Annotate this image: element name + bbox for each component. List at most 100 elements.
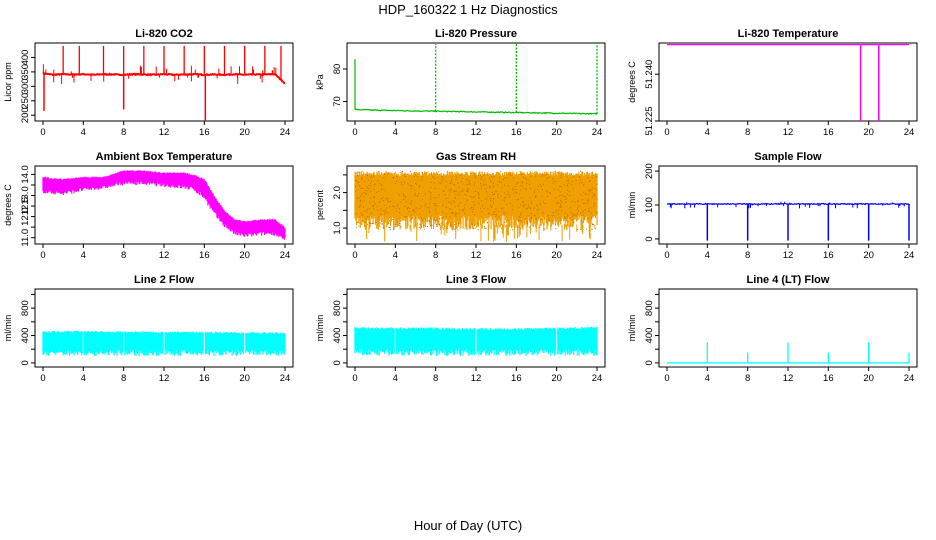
- x-tick-label: 24: [904, 373, 915, 384]
- y-tick-label: 11.0: [20, 229, 31, 247]
- series-line: [42, 71, 286, 85]
- x-tick-label: 8: [745, 127, 750, 138]
- x-tick-label: 8: [745, 373, 750, 384]
- y-tick-label: 0: [644, 236, 655, 241]
- chart-title: Li-820 CO2: [135, 28, 192, 40]
- x-tick-label: 4: [81, 250, 86, 261]
- x-tick-label: 16: [199, 373, 210, 384]
- chart-panel-9: Line 4 (LT) Flow 0 4 8 12 16 20 24 0 400 800 ml/min: [627, 274, 918, 384]
- x-tick-label: 20: [551, 127, 562, 138]
- chart-title: Line 2 Flow: [134, 274, 194, 286]
- x-tick-label: 8: [433, 373, 438, 384]
- x-tick-label: 4: [393, 250, 398, 261]
- y-tick-label: 0: [332, 360, 343, 365]
- x-tick-label: 12: [471, 127, 482, 138]
- x-tick-label: 20: [863, 127, 874, 138]
- y-tick-label: 400: [20, 328, 31, 344]
- y-axis-label: degrees C: [627, 61, 637, 103]
- y-axis-label: degrees C: [3, 184, 13, 226]
- y-tick-label: 12.0: [20, 207, 31, 226]
- y-tick-label: 800: [332, 300, 343, 316]
- y-tick-label: 350: [20, 64, 31, 80]
- x-tick-label: 4: [393, 373, 398, 384]
- x-tick-label: 20: [239, 373, 250, 384]
- x-tick-label: 16: [823, 127, 834, 138]
- x-tick-label: 12: [783, 127, 794, 138]
- x-tick-label: 0: [664, 127, 669, 138]
- x-tick-label: 0: [352, 127, 357, 138]
- x-tick-label: 24: [904, 250, 915, 261]
- x-tick-label: 8: [433, 250, 438, 261]
- chart-panel-8: Line 3 Flow 0 4 8 12 16 20 24 0 400 800 ml/min: [315, 274, 606, 384]
- x-tick-label: 20: [863, 250, 874, 261]
- x-tick-label: 20: [551, 250, 562, 261]
- x-tick-label: 12: [159, 250, 170, 261]
- x-tick-label: 12: [159, 373, 170, 384]
- x-axis-label: Hour of Day (UTC): [413, 518, 523, 533]
- x-tick-label: 12: [783, 373, 794, 384]
- chart-panel-4: Ambient Box Temperature 0 4 8 12 16 20 24 11.0 12…: [3, 151, 294, 261]
- y-tick-label: 70: [332, 96, 343, 107]
- series-dips: [364, 224, 596, 243]
- x-tick-label: 12: [471, 250, 482, 261]
- x-tick-label: 16: [823, 250, 834, 261]
- series-noise: [668, 201, 905, 209]
- chart-title: Ambient Box Temperature: [96, 151, 233, 163]
- x-tick-label: 16: [823, 373, 834, 384]
- y-tick-label: 80: [332, 64, 343, 75]
- x-tick-label: 8: [745, 250, 750, 261]
- y-tick-label: 800: [20, 300, 31, 316]
- x-tick-label: 24: [280, 127, 291, 138]
- x-tick-label: 20: [551, 373, 562, 384]
- x-tick-label: 4: [705, 373, 710, 384]
- x-tick-label: 20: [239, 250, 250, 261]
- chart-title: Line 3 Flow: [446, 274, 506, 286]
- chart-title: Line 4 (LT) Flow: [747, 274, 830, 286]
- y-tick-label: 300: [20, 78, 31, 94]
- x-tick-label: 16: [511, 250, 522, 261]
- series-line: [354, 108, 598, 116]
- series-band: [42, 170, 286, 240]
- x-tick-label: 0: [40, 127, 45, 138]
- page-title: HDP_160322 1 Hz Diagnostics: [378, 2, 558, 17]
- y-tick-label: 1.0: [332, 221, 343, 234]
- y-tick-label: 51.240: [644, 60, 655, 89]
- x-tick-label: 16: [511, 373, 522, 384]
- x-tick-label: 24: [592, 127, 603, 138]
- chart-panel-2: Li-820 Pressure 0 4 8 12 16 20 24 70 80 kPa: [315, 28, 606, 138]
- chart-title: Li-820 Temperature: [738, 28, 839, 40]
- x-tick-label: 8: [433, 127, 438, 138]
- x-tick-label: 4: [81, 373, 86, 384]
- x-tick-label: 16: [199, 127, 210, 138]
- x-tick-label: 8: [121, 373, 126, 384]
- y-axis-label: ml/min: [627, 192, 637, 219]
- y-tick-label: 400: [644, 328, 655, 344]
- chart-panel-3: Li-820 Temperature 0 4 8 12 16 20 24 51.225 51.24…: [627, 28, 918, 138]
- y-tick-label: 12.5: [20, 197, 31, 216]
- x-tick-label: 24: [592, 250, 603, 261]
- x-tick-label: 0: [664, 373, 669, 384]
- y-tick-label: 200: [20, 107, 31, 123]
- y-tick-label: 200: [644, 163, 655, 179]
- y-tick-label: 13.0: [20, 186, 31, 205]
- x-tick-label: 16: [511, 127, 522, 138]
- chart-panel-6: Sample Flow 0 4 8 12 16 20 24 0 100 200 ml/min: [627, 151, 918, 261]
- chart-panel-7: Line 2 Flow 0 4 8 12 16 20 24 0 400 800 ml/min: [3, 274, 294, 384]
- x-tick-label: 0: [352, 373, 357, 384]
- x-tick-label: 12: [471, 373, 482, 384]
- y-tick-label: 51.225: [644, 106, 655, 135]
- x-tick-label: 0: [352, 250, 357, 261]
- x-tick-label: 16: [199, 250, 210, 261]
- y-tick-label: 100: [644, 197, 655, 213]
- y-axis-label: Licor ppm: [3, 62, 13, 102]
- chart-panel-5: Gas Stream RH 0 4 8 12 16 20 24 1.0 2.0 percent: [315, 151, 606, 261]
- series-minor-spikes: [42, 64, 277, 84]
- x-tick-label: 24: [592, 373, 603, 384]
- x-tick-label: 12: [159, 127, 170, 138]
- x-tick-label: 4: [705, 127, 710, 138]
- y-axis-label: ml/min: [627, 315, 637, 342]
- x-tick-label: 4: [393, 127, 398, 138]
- y-tick-label: 250: [20, 93, 31, 109]
